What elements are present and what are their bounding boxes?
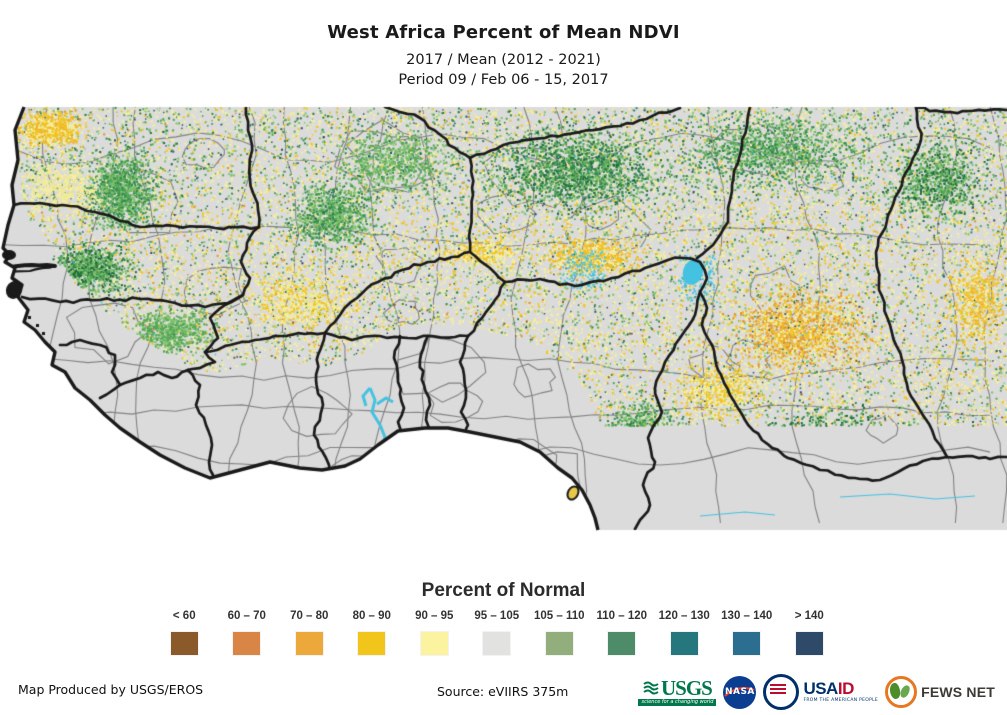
nasa-logo: NASA bbox=[723, 675, 757, 709]
legend-swatch bbox=[607, 631, 637, 656]
logo-strip: USGS science for a changing world NASA U… bbox=[638, 672, 995, 712]
legend-class-label: 110 – 120 bbox=[596, 610, 648, 622]
legend-item: > 140 bbox=[778, 610, 841, 656]
legend-item: 90 – 95 bbox=[403, 610, 466, 656]
usaid-seal-icon bbox=[763, 674, 800, 710]
page-title: West Africa Percent of Mean NDVI bbox=[327, 22, 680, 43]
fewsnet-logo: FEWS NET bbox=[885, 676, 995, 708]
legend-swatch bbox=[232, 631, 262, 656]
legend-swatch bbox=[294, 631, 324, 656]
legend-class-label: 120 – 130 bbox=[658, 610, 710, 622]
usgs-wave-icon bbox=[643, 681, 659, 695]
legend-class-label: 130 – 140 bbox=[721, 610, 773, 622]
legend-item: 120 – 130 bbox=[653, 610, 716, 656]
legend-item: 95 – 105 bbox=[466, 610, 529, 656]
fewsnet-globe-icon bbox=[885, 676, 918, 708]
legend-class-label: 80 – 90 bbox=[352, 610, 391, 622]
legend-item: 60 – 70 bbox=[216, 610, 279, 656]
legend-class-label: 60 – 70 bbox=[227, 610, 266, 622]
legend-class-label: 105 – 110 bbox=[533, 610, 585, 622]
subtitle-period: 2017 / Mean (2012 - 2021) bbox=[406, 52, 601, 68]
legend-swatch bbox=[357, 631, 387, 656]
usaid-wordmark: USAID bbox=[803, 679, 854, 698]
usaid-tagline: FROM THE AMERICAN PEOPLE bbox=[803, 698, 879, 703]
usaid-logo: USAID FROM THE AMERICAN PEOPLE bbox=[763, 674, 878, 710]
legend-swatch bbox=[419, 631, 449, 656]
legend-swatch bbox=[544, 631, 574, 656]
subtitle-dates: Period 09 / Feb 06 - 15, 2017 bbox=[398, 72, 609, 88]
ndvi-map-canvas bbox=[0, 105, 1007, 563]
legend-class-label: 95 – 105 bbox=[474, 610, 520, 622]
legend-swatch bbox=[669, 631, 699, 656]
legend-item: 80 – 90 bbox=[341, 610, 404, 656]
legend-row: < 60 60 – 70 70 – 80 80 – 90 90 – 95 95 – 105… bbox=[153, 610, 841, 656]
legend-item: 70 – 80 bbox=[278, 610, 341, 656]
legend-swatch bbox=[794, 631, 824, 656]
nasa-wordmark: NASA bbox=[724, 686, 755, 697]
legend: Percent of Normal < 60 60 – 70 70 – 80 80 –… bbox=[0, 580, 1007, 656]
legend-class-label: 70 – 80 bbox=[290, 610, 329, 622]
legend-item: 130 – 140 bbox=[716, 610, 779, 656]
legend-item: 105 – 110 bbox=[528, 610, 591, 656]
legend-swatch bbox=[732, 631, 762, 656]
nasa-swoosh-icon bbox=[724, 686, 755, 697]
legend-title: Percent of Normal bbox=[421, 580, 586, 601]
legend-class-label: > 140 bbox=[794, 610, 824, 622]
usgs-wordmark: USGS bbox=[661, 676, 713, 700]
footer: Map Produced by USGS/EROS Source: eVIIRS… bbox=[0, 668, 1007, 715]
fewsnet-wordmark: FEWS NET bbox=[921, 684, 995, 700]
header: West Africa Percent of Mean NDVI 2017 / … bbox=[0, 22, 1007, 88]
legend-item: 110 – 120 bbox=[591, 610, 654, 656]
usgs-logo: USGS science for a changing world bbox=[638, 676, 717, 706]
legend-swatch bbox=[482, 631, 512, 656]
legend-swatch bbox=[169, 631, 199, 656]
legend-item: < 60 bbox=[153, 610, 216, 656]
legend-class-label: 90 – 95 bbox=[415, 610, 454, 622]
usgs-tagline: science for a changing world bbox=[638, 699, 717, 706]
source-text: Source: eVIIRS 375m bbox=[437, 684, 569, 699]
legend-class-label: < 60 bbox=[172, 610, 196, 622]
produced-by-text: Map Produced by USGS/EROS bbox=[18, 682, 204, 697]
